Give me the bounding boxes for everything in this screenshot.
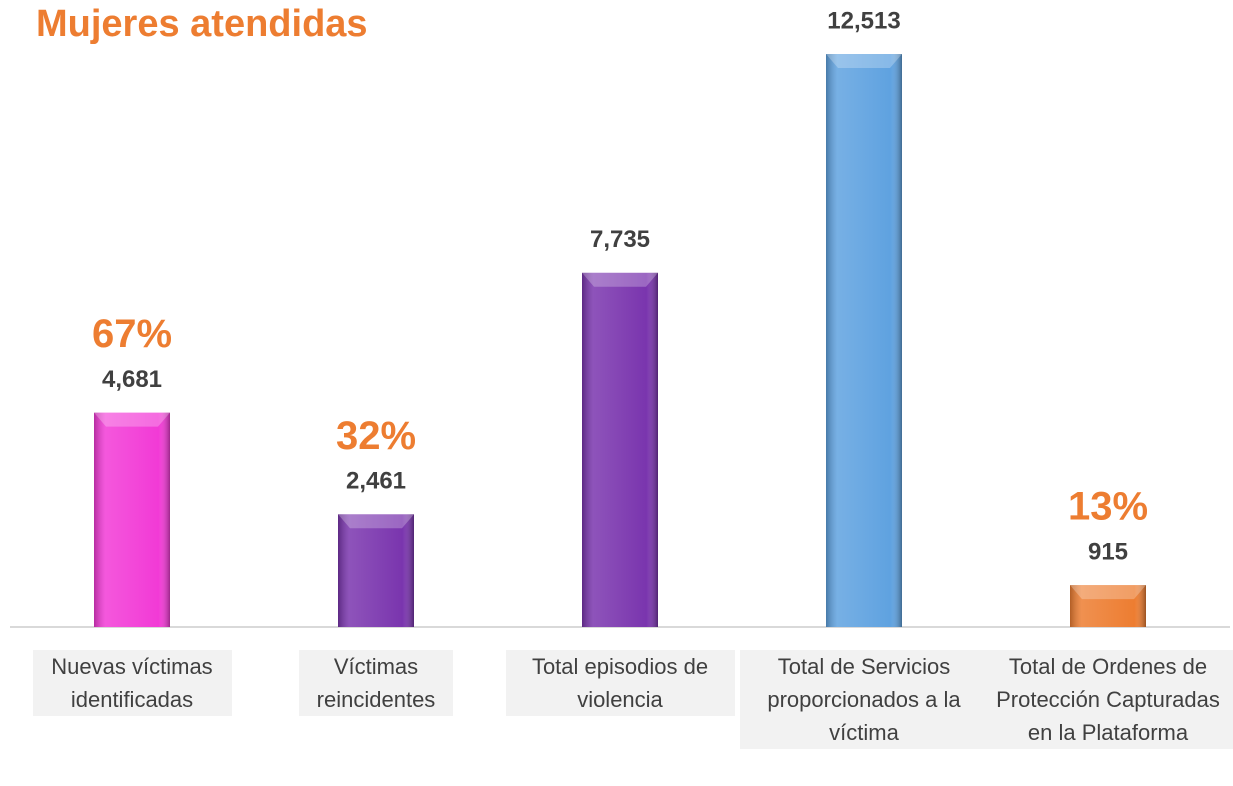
bar-shine: [338, 514, 414, 627]
x-tick-label: Total de Ordenes de Protección Capturada…: [983, 650, 1233, 749]
value-label: 4,681: [102, 366, 162, 393]
value-label: 915: [1088, 538, 1128, 565]
category-label-box: Víctimas reincidentes: [251, 650, 501, 716]
value-label: 2,461: [346, 468, 406, 495]
bar-bevel: [1070, 585, 1146, 600]
bar-shine: [94, 412, 170, 627]
category-label-box: Total de Servicios proporcionados a la v…: [739, 650, 989, 749]
bar-shine: [1070, 585, 1146, 627]
category-label-box: Total episodios de violencia: [495, 650, 745, 716]
bar-bevel: [826, 54, 902, 68]
x-tick-label: Total episodios de violencia: [505, 650, 735, 716]
x-tick-label: Víctimas reincidentes: [299, 650, 453, 716]
category-label-box: Nuevas víctimas identificadas: [7, 650, 257, 716]
category-label-box: Total de Ordenes de Protección Capturada…: [983, 650, 1233, 749]
bar-bevel: [94, 412, 170, 427]
bar-bevel: [338, 514, 414, 529]
value-label: 7,735: [590, 226, 650, 253]
bar-shine: [582, 272, 658, 627]
bar-bevel: [582, 272, 658, 287]
x-tick-label: Total de Servicios proporcionados a la v…: [739, 650, 989, 749]
chart-title: Mujeres atendidas: [36, 3, 368, 45]
x-tick-label: Nuevas víctimas identificadas: [32, 650, 232, 716]
value-label: 12,513: [827, 7, 900, 34]
percentage-label: 32%: [336, 414, 416, 458]
bar-shine: [826, 54, 902, 627]
percentage-label: 13%: [1068, 485, 1148, 529]
percentage-label: 67%: [92, 312, 172, 356]
